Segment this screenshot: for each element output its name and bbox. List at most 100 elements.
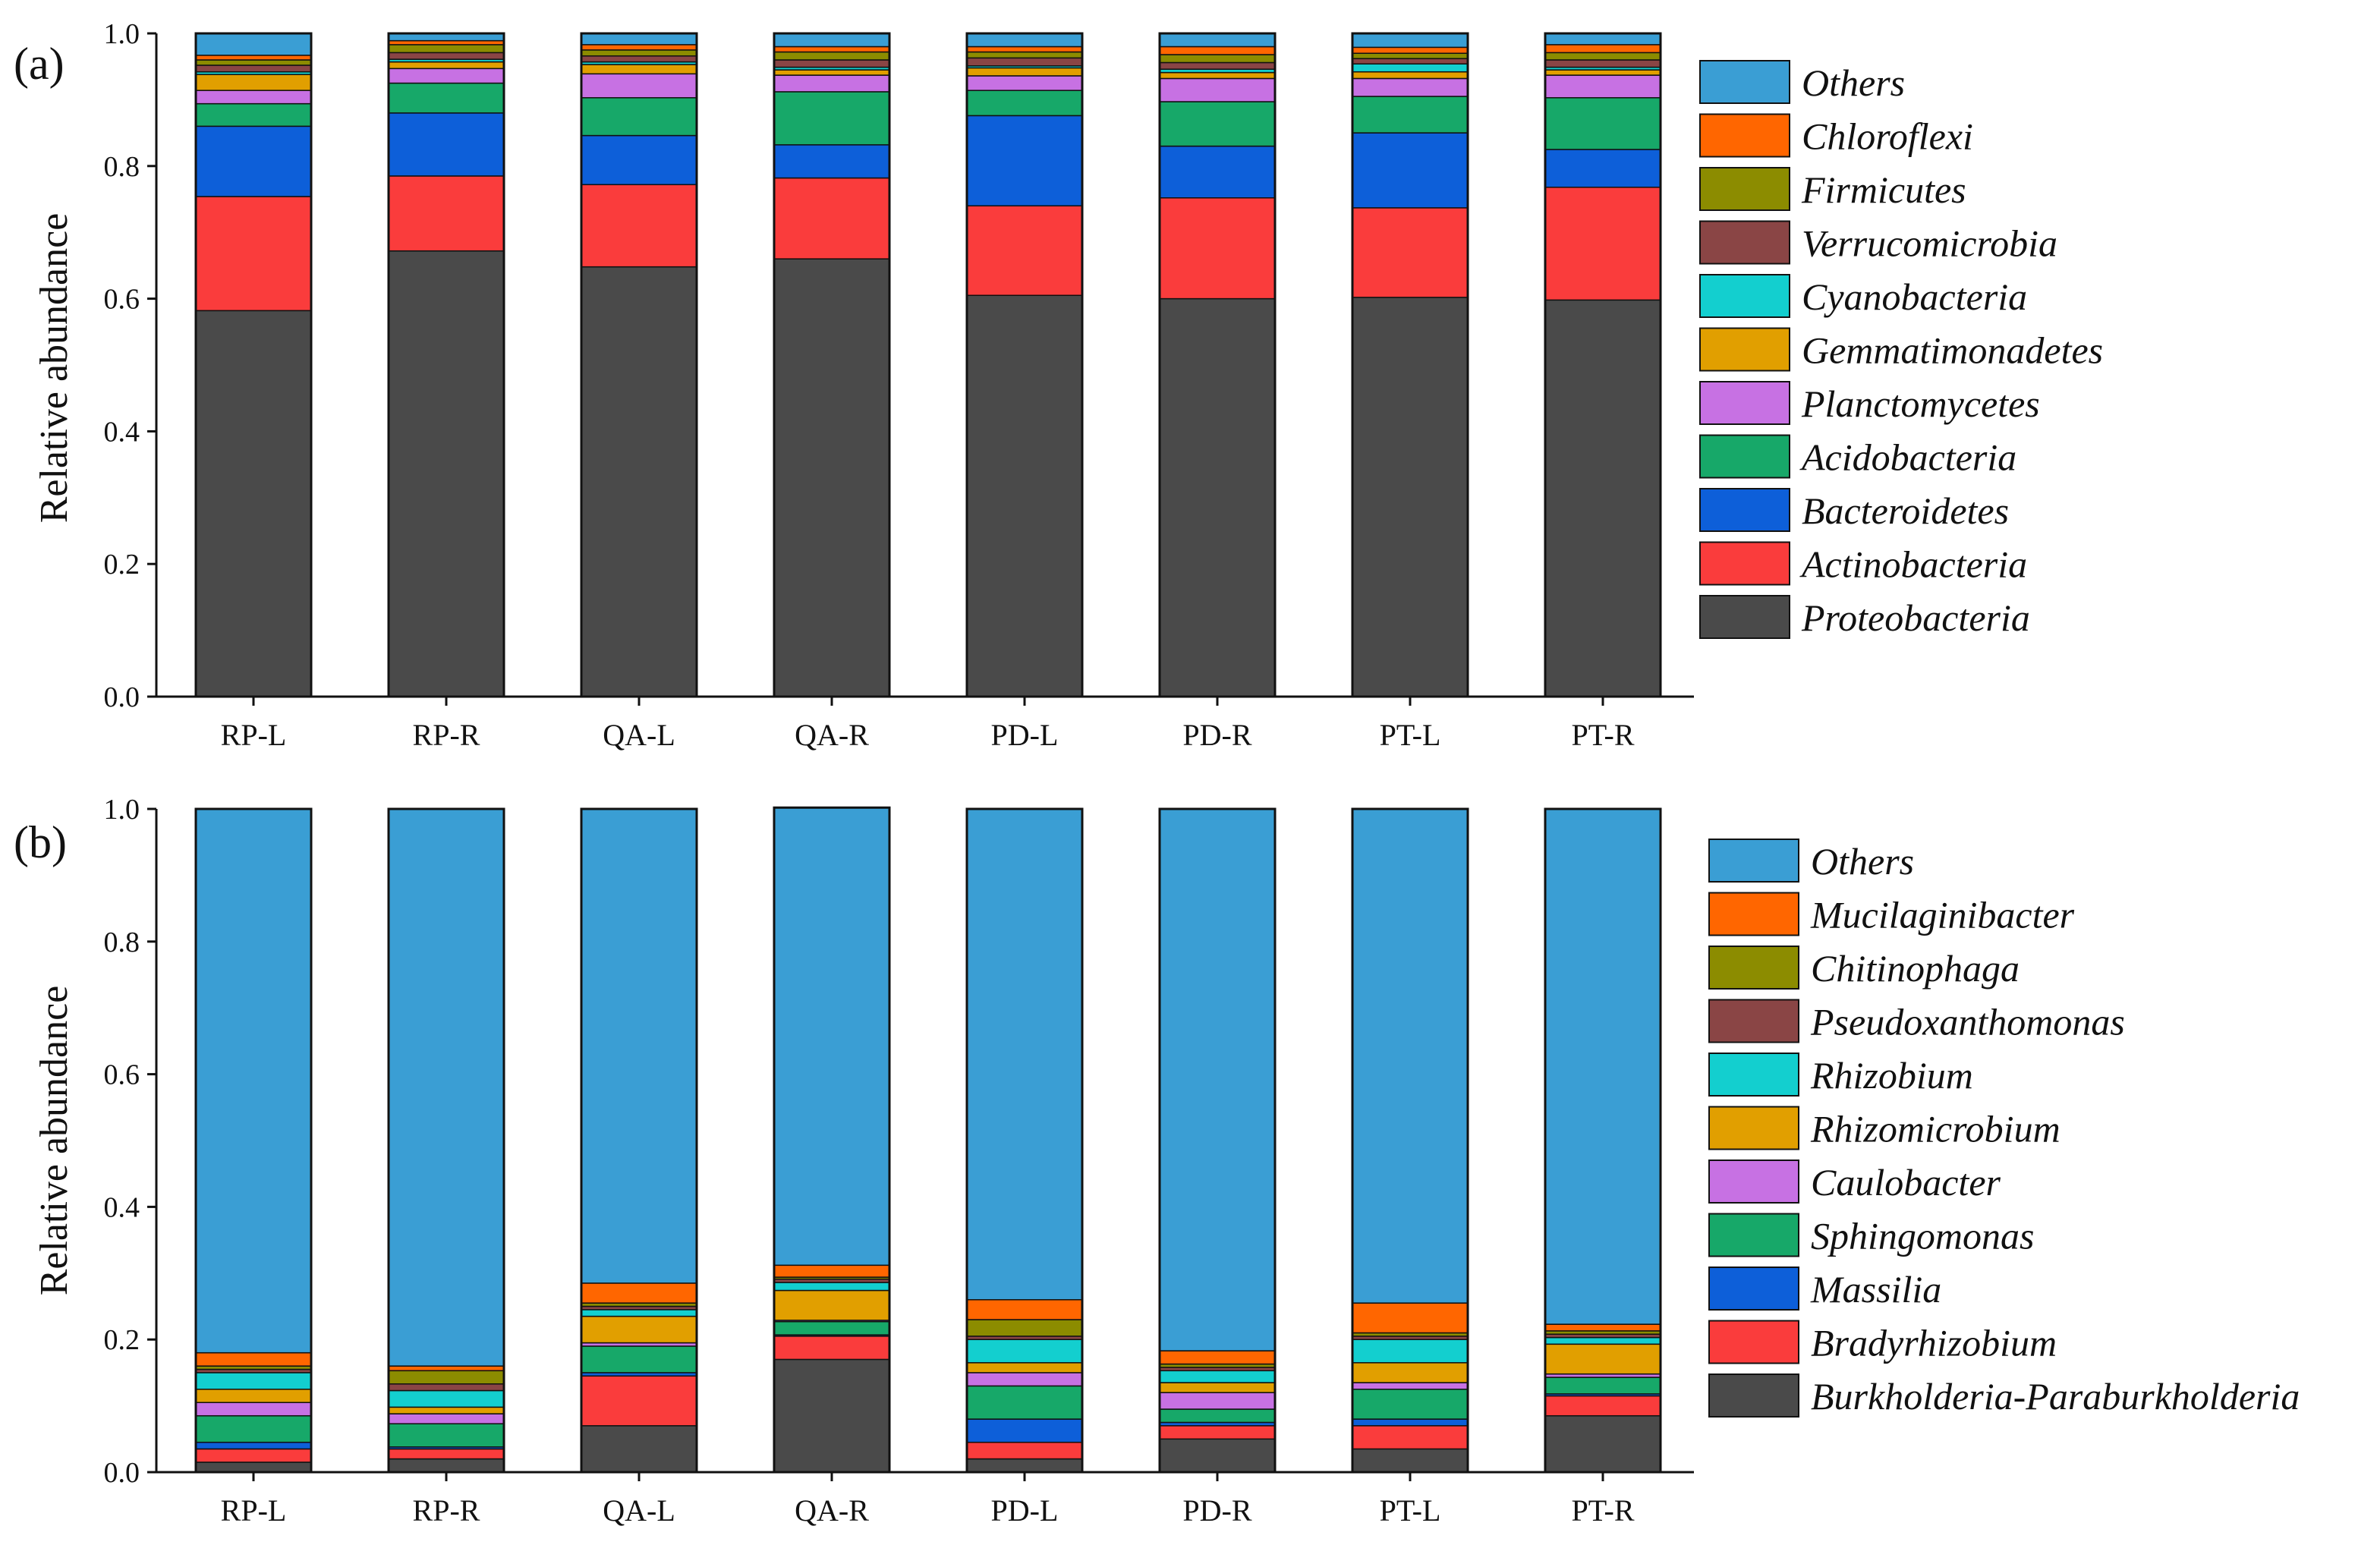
panel-a-category-label: QA-R: [795, 718, 869, 752]
bar-segment-planctomycetes-rp-l: [195, 90, 312, 105]
legend-label-others: Others: [1811, 840, 1914, 883]
panel-a-category-label: PT-L: [1380, 718, 1441, 752]
bar-segment-bacteroidetes-qa-l: [581, 134, 697, 186]
bar-segment-gemmatimonadetes-pt-l: [1352, 71, 1469, 80]
panel-a-label: (a): [14, 39, 65, 89]
legend-label-pseudoxanthomonas: Pseudoxanthomonas: [1810, 1001, 2125, 1043]
bar-segment-planctomycetes-pt-r: [1544, 74, 1661, 99]
panel-a-category-label: PT-R: [1571, 718, 1634, 752]
legend-label-acidobacteria: Acidobacteria: [1799, 436, 2016, 479]
panel-b-category-label: PD-L: [991, 1493, 1059, 1528]
bar-segment-chloroflexi-rp-l: [195, 55, 312, 61]
bar-segment-bradyrhizobium-pt-l: [1352, 1425, 1469, 1450]
panel-a-x-axis-labels: RP-L RP-R QA-L QA-R PD-L PD-R PT-L PT-R: [221, 697, 1635, 752]
bar-segment-others-qa-r: [773, 807, 890, 1267]
bar-segment-bradyrhizobium-rp-r: [388, 1448, 505, 1460]
bar-segment-actinobacteria-pt-l: [1352, 207, 1469, 298]
legend-label-actinobacteria: Actinobacteria: [1799, 543, 2027, 586]
panel-b-y-tick-label: 0.6: [104, 1059, 140, 1091]
bar-segment-bacteroidetes-rp-l: [195, 125, 312, 197]
panel-a-axes: [155, 33, 1694, 698]
bar-segment-bacteroidetes-pd-r: [1159, 145, 1276, 199]
bar-segment-caulobacter-pd-l: [966, 1372, 1083, 1387]
bar-segment-others-pd-r: [1159, 808, 1276, 1351]
panel-b-category-label: PD-R: [1182, 1493, 1251, 1528]
bar-segment-burkholderia-paraburkholderia-qa-r: [773, 1358, 890, 1473]
bar-segment-firmicutes-pt-l: [1352, 52, 1469, 59]
panel-b-category-label: RP-L: [221, 1493, 287, 1528]
bar-segment-planctomycetes-qa-r: [773, 74, 890, 93]
bar-segment-rhizobium-pd-l: [966, 1339, 1083, 1364]
panel-a-phylum-chart: (a) Relative abundance 0.0 0.2 0.4 0.6 0.8 1.…: [14, 18, 2103, 752]
legend-swatch-bacteroidetes: [1699, 488, 1790, 532]
bar-segment-actinobacteria-pd-r: [1159, 197, 1276, 300]
bar-segment-rhizomicrobium-pd-l: [966, 1362, 1083, 1374]
legend-label-chloroflexi: Chloroflexi: [1802, 115, 1973, 158]
bar-segment-bacteroidetes-qa-r: [773, 144, 890, 179]
bar-segment-actinobacteria-pd-l: [966, 205, 1083, 296]
bar-segment-caulobacter-rp-l: [195, 1402, 312, 1417]
legend-swatch-rhizomicrobium: [1708, 1106, 1799, 1150]
bar-segment-massilia-pd-l: [966, 1418, 1083, 1443]
legend-swatch-gemmatimonadetes: [1699, 327, 1790, 372]
bar-segment-verrucomicrobia-rp-l: [195, 65, 312, 73]
bar-segment-chitinophaga-pd-l: [966, 1319, 1083, 1337]
panel-b-x-axis-labels: RP-L RP-R QA-L QA-R PD-L PD-R PT-L PT-R: [221, 1472, 1635, 1528]
bar-segment-acidobacteria-pt-l: [1352, 96, 1469, 134]
bar-segment-rhizomicrobium-pt-l: [1352, 1362, 1469, 1383]
bar-segment-verrucomicrobia-pt-r: [1544, 59, 1661, 68]
bar-segment-firmicutes-pt-r: [1544, 52, 1661, 61]
bar-segment-bradyrhizobium-rp-l: [195, 1448, 312, 1463]
bar-segment-burkholderia-paraburkholderia-qa-l: [581, 1425, 697, 1473]
bar-segment-burkholderia-paraburkholderia-rp-r: [388, 1458, 505, 1473]
legend-swatch-burkholderia-paraburkholderia: [1708, 1374, 1799, 1418]
bar-segment-chloroflexi-pd-l: [966, 46, 1083, 53]
bar-segment-bradyrhizobium-pd-r: [1159, 1425, 1276, 1440]
bar-segment-sphingomonas-rp-r: [388, 1423, 505, 1448]
bar-segment-rhizomicrobium-qa-l: [581, 1315, 697, 1344]
legend-swatch-bradyrhizobium: [1708, 1320, 1799, 1364]
bar-segment-sphingomonas-qa-r: [773, 1320, 890, 1336]
bar-segment-firmicutes-rp-l: [195, 59, 312, 66]
legend-label-sphingomonas: Sphingomonas: [1811, 1215, 2034, 1257]
bar-segment-acidobacteria-rp-l: [195, 102, 312, 127]
bar-segment-caulobacter-rp-r: [388, 1413, 505, 1424]
bar-segment-sphingomonas-pd-r: [1159, 1408, 1276, 1424]
bar-segment-mucilaginibacter-rp-l: [195, 1351, 312, 1367]
bar-segment-gemmatimonadetes-pt-r: [1544, 69, 1661, 76]
bar-segment-actinobacteria-qa-r: [773, 177, 890, 260]
panel-b-category-label: RP-R: [413, 1493, 480, 1528]
bar-segment-rhizomicrobium-qa-r: [773, 1289, 890, 1321]
bar-segment-others-pt-l: [1352, 808, 1469, 1304]
bar-segment-verrucomicrobia-pt-l: [1352, 58, 1469, 65]
bar-segment-sphingomonas-pt-l: [1352, 1389, 1469, 1420]
panel-b-y-tick-label: 0.0: [104, 1457, 140, 1489]
legend-label-mucilaginibacter: Mucilaginibacter: [1810, 894, 2075, 936]
legend-label-verrucomicrobia: Verrucomicrobia: [1802, 222, 2057, 265]
panel-a-category-label: RP-R: [413, 718, 480, 752]
legend-label-burkholderia-paraburkholderia: Burkholderia-Paraburkholderia: [1811, 1375, 2300, 1418]
legend-swatch-cyanobacteria: [1699, 274, 1790, 318]
panel-b-y-axis: 0.0 0.2 0.4 0.6 0.8 1.0: [104, 794, 156, 1489]
bar-segment-actinobacteria-rp-l: [195, 196, 312, 312]
bar-segment-acidobacteria-rp-r: [388, 82, 505, 114]
bar-segment-massilia-rp-l: [195, 1441, 312, 1450]
bar-segment-pseudoxanthomonas-rp-r: [388, 1383, 505, 1392]
bar-segment-gemmatimonadetes-pd-l: [966, 67, 1083, 77]
legend-label-firmicutes: Firmicutes: [1801, 168, 1966, 211]
bar-segment-gemmatimonadetes-qa-l: [581, 64, 697, 75]
bar-segment-verrucomicrobia-qa-r: [773, 59, 890, 68]
bar-segment-rhizobium-pt-l: [1352, 1339, 1469, 1364]
bar-segment-mucilaginibacter-qa-l: [581, 1282, 697, 1304]
panel-a-y-tick-label: 0.2: [104, 549, 140, 581]
legend-label-rhizobium: Rhizobium: [1810, 1054, 1973, 1097]
bar-segment-firmicutes-qa-r: [773, 51, 890, 61]
bar-segment-burkholderia-paraburkholderia-pd-l: [966, 1458, 1083, 1473]
legend-label-others: Others: [1802, 61, 1905, 104]
bar-segment-bradyrhizobium-pd-l: [966, 1441, 1083, 1460]
legend-label-caulobacter: Caulobacter: [1811, 1161, 2001, 1204]
bar-segment-burkholderia-paraburkholderia-pd-r: [1159, 1438, 1276, 1473]
bar-segment-rhizobium-pt-r: [1544, 1336, 1661, 1345]
panel-a-y-tick-label: 0.8: [104, 151, 140, 183]
